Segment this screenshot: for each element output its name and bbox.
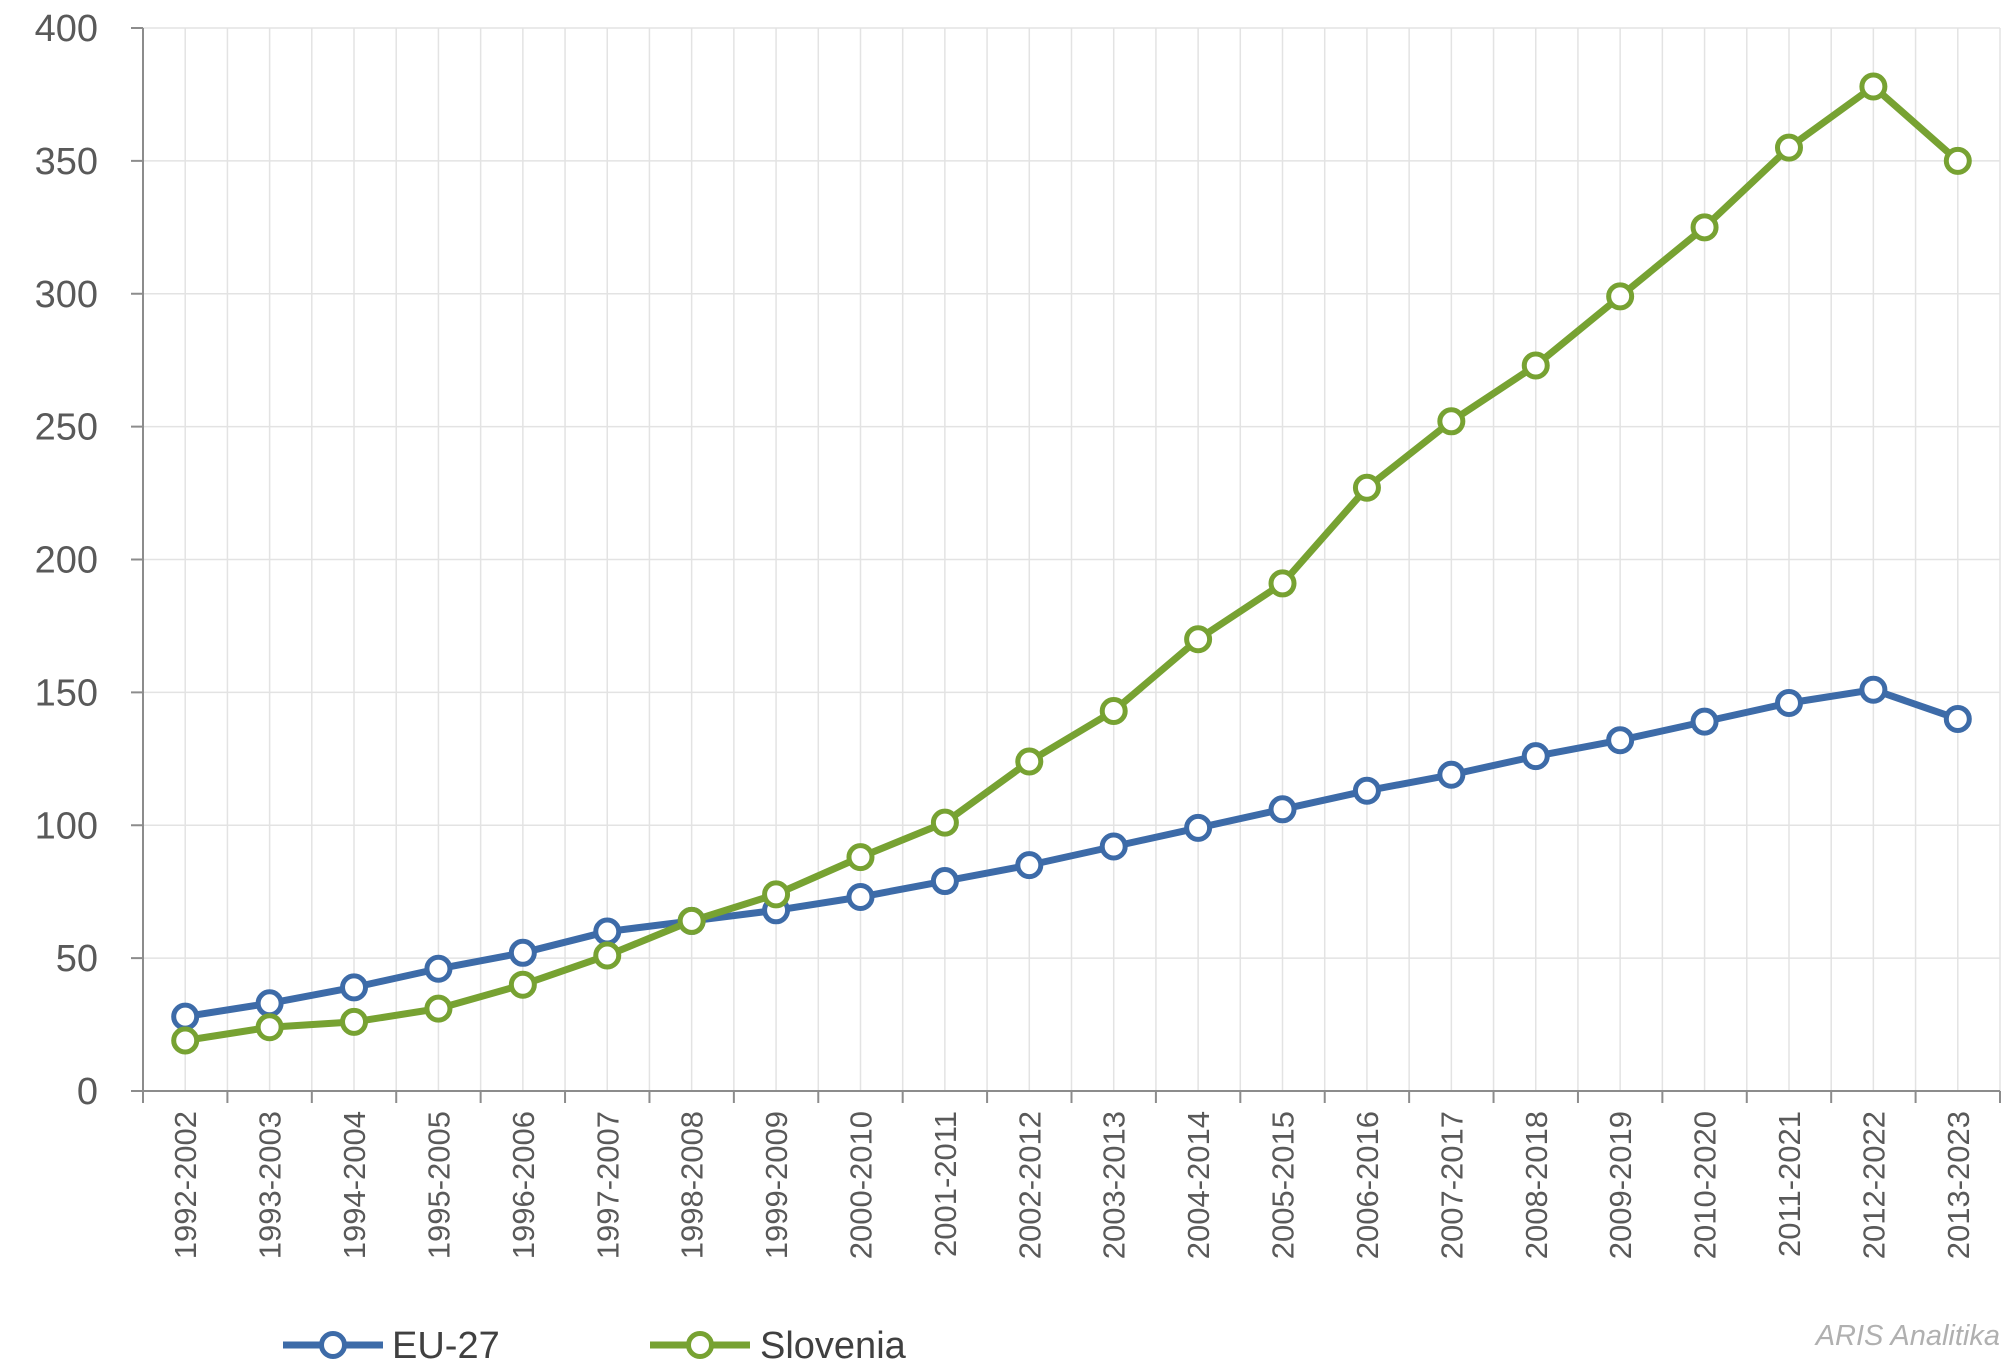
data-point	[1606, 282, 1635, 311]
data-point	[1521, 351, 1550, 380]
data-point	[846, 883, 875, 912]
data-point	[255, 1013, 284, 1042]
x-tick-label: 1996-2006	[506, 1111, 541, 1259]
data-point	[424, 954, 453, 983]
data-point	[340, 973, 369, 1002]
x-tick-label: 1993-2003	[253, 1111, 288, 1259]
y-tick-labels: 0 50 100 150 200 250 300 350 400	[35, 8, 98, 1113]
data-point	[1352, 776, 1381, 805]
data-point	[593, 917, 622, 946]
y-tick-label: 400	[35, 8, 98, 50]
data-point	[1015, 851, 1044, 880]
data-point	[1774, 133, 1803, 162]
x-tick-label: 1994-2004	[337, 1111, 372, 1259]
x-tick-label: 2002-2012	[1012, 1111, 1047, 1259]
data-point	[846, 843, 875, 872]
data-point	[1859, 675, 1888, 704]
data-point	[1099, 832, 1128, 861]
y-tick-label: 50	[56, 938, 98, 980]
legend-label: Slovenia	[760, 1325, 907, 1367]
data-point	[255, 989, 284, 1018]
x-tick-label: 2004-2014	[1181, 1111, 1216, 1259]
data-point	[593, 941, 622, 970]
data-point	[1352, 473, 1381, 502]
y-tick-label: 300	[35, 274, 98, 316]
x-tick-label: 1999-2009	[759, 1111, 794, 1259]
data-point	[508, 970, 537, 999]
y-tick-label: 200	[35, 540, 98, 582]
data-point	[677, 906, 706, 935]
x-tick-label: 2008-2018	[1519, 1111, 1554, 1259]
data-point	[1015, 747, 1044, 776]
data-point	[1184, 813, 1213, 842]
data-point	[1859, 72, 1888, 101]
x-tick-labels: 1992-2002 1993-2003 1994-2004 1995-2005 1996…	[168, 1111, 1976, 1259]
data-point	[1099, 696, 1128, 725]
data-point	[1690, 707, 1719, 736]
x-tick-label: 2000-2010	[843, 1111, 878, 1259]
x-tick-label: 2011-2021	[1772, 1111, 1807, 1257]
x-tick-label: 1998-2008	[675, 1111, 710, 1259]
series-line-eu-27	[181, 686, 1962, 1021]
legend-marker	[686, 1331, 714, 1359]
x-tick-label: 1997-2007	[590, 1111, 625, 1259]
x-tick-label: 2013-2023	[1941, 1111, 1976, 1259]
data-point	[1943, 704, 1972, 733]
y-tick-label: 350	[35, 141, 98, 183]
data-point	[1774, 689, 1803, 718]
grid	[143, 27, 2001, 1091]
data-point	[424, 994, 453, 1023]
source-note: ARIS Analitika	[1814, 1320, 2000, 1352]
data-point	[1268, 795, 1297, 824]
data-point	[171, 1002, 200, 1031]
data-point	[171, 1026, 200, 1055]
legend: EU-27 Slovenia	[283, 1325, 907, 1367]
series-layer	[171, 72, 1972, 1055]
x-tick-label: 2006-2016	[1350, 1111, 1385, 1259]
data-point	[762, 880, 791, 909]
x-tick-label: 1992-2002	[168, 1111, 203, 1259]
x-tick-label: 2010-2020	[1688, 1111, 1723, 1259]
data-point	[1690, 213, 1719, 242]
data-point	[508, 938, 537, 967]
data-point	[1521, 742, 1550, 771]
x-tick-label: 2012-2022	[1856, 1111, 1891, 1259]
x-tick-label: 2003-2013	[1097, 1111, 1132, 1259]
x-tick-label: 1995-2005	[421, 1111, 456, 1259]
legend-marker	[319, 1331, 347, 1359]
axes	[131, 27, 2001, 1103]
data-point	[1437, 760, 1466, 789]
data-point	[1943, 146, 1972, 175]
y-tick-label: 100	[35, 805, 98, 847]
data-point	[930, 808, 959, 837]
y-tick-label: 250	[35, 407, 98, 449]
series-line-slovenia	[181, 82, 1962, 1045]
data-point	[340, 1007, 369, 1036]
x-tick-label: 2005-2015	[1266, 1111, 1301, 1259]
data-point	[1184, 625, 1213, 654]
data-point	[1437, 407, 1466, 436]
x-tick-label: 2007-2017	[1434, 1111, 1469, 1259]
data-point	[1606, 726, 1635, 755]
legend-label: EU-27	[392, 1325, 500, 1367]
x-tick-label: 2009-2019	[1603, 1111, 1638, 1259]
data-point	[1268, 569, 1297, 598]
data-point	[930, 867, 959, 896]
x-tick-label: 2001-2011	[928, 1111, 963, 1257]
y-tick-label: 0	[77, 1071, 98, 1113]
y-tick-label: 150	[35, 672, 98, 714]
